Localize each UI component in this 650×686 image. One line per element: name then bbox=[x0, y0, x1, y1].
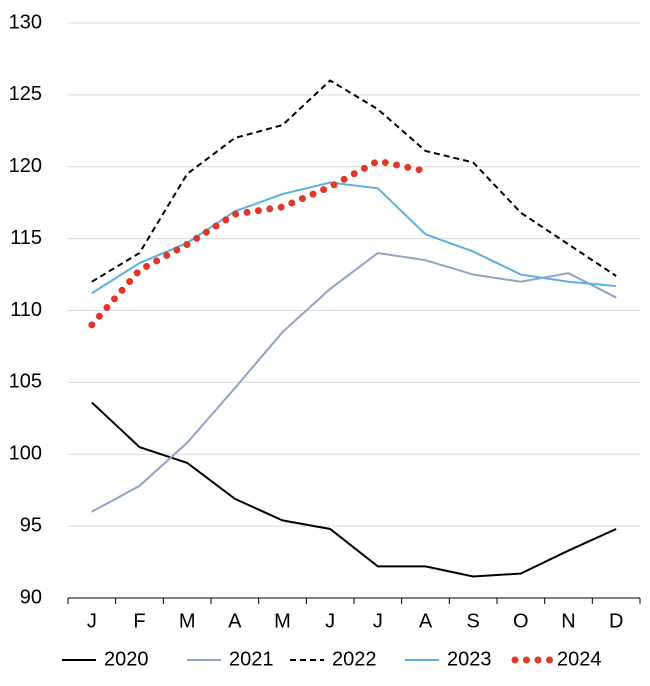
series-line bbox=[91, 79, 617, 283]
legend-label: 2021 bbox=[229, 648, 274, 670]
x-tick-label: J bbox=[373, 610, 383, 632]
legend-label: 2024 bbox=[557, 648, 602, 670]
y-tick-label: 90 bbox=[20, 586, 42, 608]
x-tick-label: J bbox=[325, 610, 335, 632]
x-tick-label: J bbox=[87, 610, 97, 632]
y-tick-label: 105 bbox=[9, 371, 42, 393]
y-tick-label: 130 bbox=[9, 11, 42, 33]
y-tick-label: 125 bbox=[9, 83, 42, 105]
y-tick-label: 120 bbox=[9, 155, 42, 177]
series-line bbox=[91, 251, 617, 513]
x-tick-label: D bbox=[609, 610, 623, 632]
y-tick-label: 95 bbox=[20, 514, 42, 536]
legend-label: 2020 bbox=[104, 648, 149, 670]
series-line bbox=[88, 157, 429, 329]
series-line bbox=[91, 181, 617, 295]
x-tick-label: A bbox=[419, 610, 433, 632]
series-line bbox=[91, 401, 617, 578]
x-tick-label: A bbox=[228, 610, 242, 632]
y-tick-label: 115 bbox=[10, 227, 42, 249]
legend-label: 2023 bbox=[447, 648, 492, 670]
x-tick-label: N bbox=[561, 610, 575, 632]
x-tick-label: O bbox=[513, 610, 529, 632]
x-tick-label: S bbox=[466, 610, 479, 632]
x-tick-label: F bbox=[133, 610, 145, 632]
x-tick-label: M bbox=[274, 610, 291, 632]
x-tick-label: M bbox=[179, 610, 196, 632]
y-tick-label: 110 bbox=[10, 299, 42, 321]
y-tick-label: 100 bbox=[9, 443, 42, 465]
legend-label: 2022 bbox=[332, 648, 377, 670]
